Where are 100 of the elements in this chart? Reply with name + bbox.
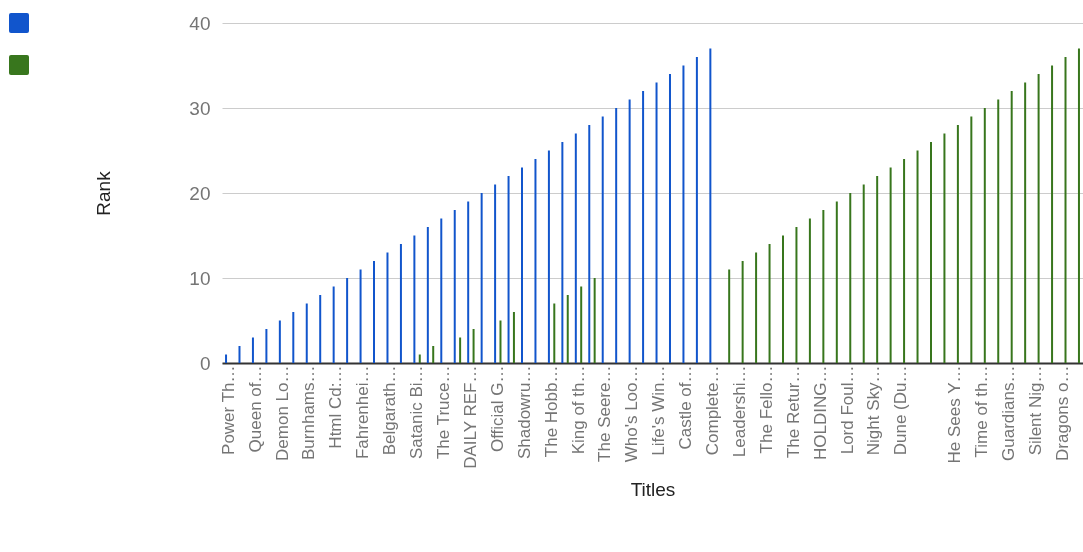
bar — [916, 150, 919, 363]
x-tick-label: Life's Win… — [649, 365, 669, 456]
x-tick-label: Leadershi… — [729, 365, 749, 458]
bar — [472, 329, 475, 363]
bar — [728, 269, 731, 363]
bar — [628, 99, 631, 363]
x-tick-label: Shadowru… — [514, 365, 534, 460]
bar — [547, 150, 550, 363]
bar — [225, 354, 228, 363]
bar — [795, 227, 798, 363]
x-tick-label: Html Cd:… — [326, 365, 346, 449]
bar — [459, 337, 462, 363]
bar — [561, 142, 564, 363]
bar — [695, 57, 698, 363]
bar — [319, 295, 322, 363]
x-tick-label: Guardians… — [999, 365, 1019, 461]
x-tick-label: Castle of… — [676, 365, 696, 450]
bar — [755, 252, 758, 363]
x-tick-label: Official G… — [487, 365, 507, 453]
bar — [849, 193, 852, 363]
x-tick-label: King of th… — [568, 365, 588, 455]
bar — [426, 227, 429, 363]
bar — [929, 142, 932, 363]
bar — [593, 278, 596, 363]
bar — [615, 108, 618, 363]
bar — [876, 176, 879, 363]
bar — [741, 261, 744, 363]
x-tick-label: The Truce… — [433, 365, 453, 460]
bar — [386, 252, 389, 363]
x-tick-label: Dragons o… — [1052, 365, 1072, 461]
x-tick-label: Belgarath… — [380, 365, 400, 456]
bar — [373, 261, 376, 363]
bar — [822, 210, 825, 363]
x-tick-label: Demon Lo… — [272, 365, 292, 461]
bar — [862, 184, 865, 363]
bar — [432, 346, 435, 363]
y-tick-label: 40 — [189, 12, 211, 34]
bar — [943, 133, 946, 363]
y-tick-label: 30 — [189, 97, 211, 119]
bar — [332, 286, 335, 363]
bar — [418, 354, 421, 363]
bar — [835, 201, 838, 363]
x-tick-label: Who's Loo… — [622, 365, 642, 463]
x-tick-label: Lord Foul… — [837, 365, 857, 455]
bar — [588, 125, 591, 363]
x-axis-title: Titles — [630, 479, 676, 501]
x-tick-label: The Hobb… — [541, 365, 561, 458]
bar — [1037, 74, 1040, 363]
bar — [709, 48, 712, 363]
bar — [1077, 48, 1080, 363]
bar — [413, 235, 416, 363]
bar — [668, 74, 671, 363]
bar — [642, 91, 645, 363]
bar — [507, 176, 510, 363]
bar — [566, 295, 569, 363]
bar — [601, 116, 604, 363]
x-tick-label: He Sees Y… — [945, 365, 965, 464]
x-tick-label: Dune (Du… — [891, 365, 911, 456]
bar — [292, 312, 295, 363]
x-tick-label: Complete… — [703, 365, 723, 456]
bar — [534, 159, 537, 363]
bar — [1024, 82, 1027, 363]
x-tick-label: Burnhams… — [299, 365, 319, 460]
bar — [1064, 57, 1067, 363]
bar — [574, 133, 577, 363]
bar — [682, 65, 685, 363]
bar — [512, 312, 515, 363]
bar — [251, 337, 254, 363]
bar — [956, 125, 959, 363]
x-tick-label: Queen of… — [245, 365, 265, 453]
bar — [903, 159, 906, 363]
x-tick-label: Power Th… — [218, 365, 238, 455]
bar — [782, 235, 784, 363]
x-tick-label: Night Sky… — [864, 365, 884, 456]
bar — [480, 193, 483, 363]
y-axis-title: Rank — [93, 170, 115, 216]
x-tick-label: The Seere… — [595, 365, 615, 462]
bar — [1051, 65, 1054, 363]
bar — [1010, 91, 1013, 363]
x-tick-label: DAILY REF… — [460, 365, 480, 469]
bar — [970, 116, 973, 363]
bar — [453, 210, 456, 363]
bar — [265, 329, 268, 363]
bar — [997, 99, 1000, 363]
y-tick-label: 0 — [199, 352, 211, 374]
bar — [655, 82, 658, 363]
bar — [580, 286, 583, 363]
x-tick-label: Satanic Bi… — [407, 365, 427, 460]
bar — [889, 167, 892, 363]
bar — [521, 167, 523, 363]
bar — [768, 244, 771, 363]
bar — [808, 218, 811, 363]
bar — [359, 269, 362, 363]
y-tick-label: 10 — [189, 267, 211, 289]
bar — [238, 346, 241, 363]
bar — [399, 244, 402, 363]
bar — [499, 320, 502, 363]
bar — [346, 278, 349, 363]
x-tick-label: Silent Nig… — [1025, 365, 1045, 456]
bar — [983, 108, 986, 363]
